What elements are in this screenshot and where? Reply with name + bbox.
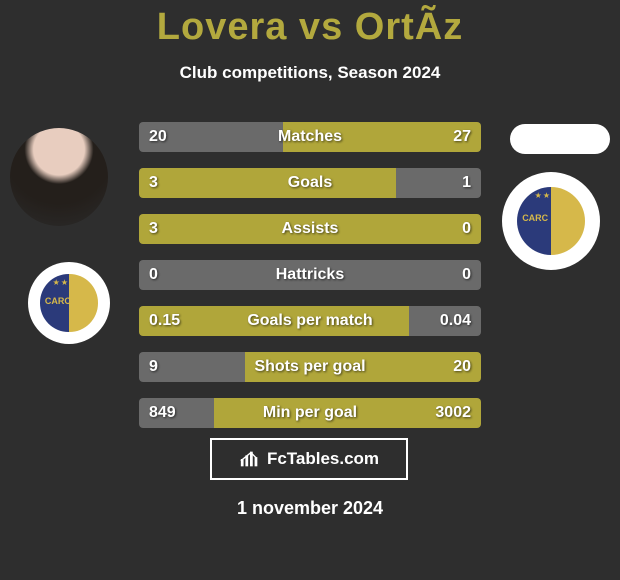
club-badge-text: CARC [45,296,71,306]
stat-row: 0.150.04Goals per match [139,306,481,336]
stat-row: 30Assists [139,214,481,244]
comparison-date: 1 november 2024 [0,498,620,519]
club-badge-text: CARC [522,213,548,223]
stat-label: Goals [139,168,481,198]
stat-label: Goals per match [139,306,481,336]
stat-label: Min per goal [139,398,481,428]
comparison-title: Lovera vs OrtÃ­z [0,0,620,49]
club-badge-stars: ★★★★ [517,191,586,200]
club-badge-stars: ★★★★ [40,278,97,287]
chart-bars-icon [239,448,261,470]
stat-label: Shots per goal [139,352,481,382]
club-badge-graphic-right: ★★★★ CARC [517,187,586,256]
player-right-avatar [510,124,610,154]
fctables-label: FcTables.com [267,449,379,469]
stat-row: 8493002Min per goal [139,398,481,428]
stat-label: Matches [139,122,481,152]
stat-row: 31Goals [139,168,481,198]
stat-row: 920Shots per goal [139,352,481,382]
stat-row: 00Hattricks [139,260,481,290]
player-left-avatar [10,128,108,226]
stat-row: 2027Matches [139,122,481,152]
fctables-watermark: FcTables.com [210,438,408,480]
stats-table: 2027Matches 31Goals 30Assists 00Hattricks 0.… [139,122,481,444]
club-right-badge: ★★★★ CARC [502,172,600,270]
club-left-badge: ★★★★ CARC [28,262,110,344]
stat-label: Hattricks [139,260,481,290]
club-badge-graphic-left: ★★★★ CARC [40,274,97,331]
comparison-subtitle: Club competitions, Season 2024 [0,63,620,83]
stat-label: Assists [139,214,481,244]
